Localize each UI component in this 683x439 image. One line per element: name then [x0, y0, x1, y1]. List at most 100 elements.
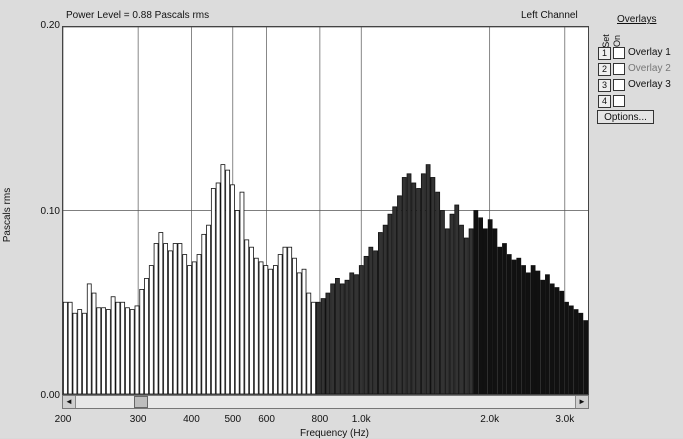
- overlay-set-button[interactable]: 4: [598, 95, 611, 108]
- x-tick-label: 600: [258, 414, 275, 425]
- spectrum-bar: [96, 307, 102, 394]
- overlays-title: Overlays: [617, 14, 657, 25]
- spectrum-bar: [301, 268, 307, 394]
- spectrum-bar: [377, 232, 383, 394]
- spectrum-bar: [411, 182, 417, 394]
- overlay-on-checkbox[interactable]: [613, 63, 625, 75]
- spectrum-bar: [187, 265, 192, 394]
- overlay-set-button[interactable]: 2: [598, 63, 611, 76]
- spectrum-bar: [220, 164, 226, 394]
- overlay-on-checkbox[interactable]: [613, 95, 625, 107]
- spectrum-bar: [311, 301, 316, 394]
- spectrum-bar: [573, 309, 579, 394]
- spectrum-bar: [478, 217, 483, 394]
- spectrum-bar: [268, 268, 274, 394]
- spectrum-bar: [230, 184, 235, 394]
- spectrum-bar: [358, 265, 364, 394]
- x-tick-label: 300: [129, 414, 147, 425]
- spectrum-bar: [459, 224, 464, 394]
- spectrum-bar: [172, 243, 178, 394]
- spectrum-bar: [511, 259, 517, 394]
- spectrum-bar: [82, 312, 87, 394]
- spectrum-bar: [430, 177, 436, 394]
- spectrum-bar: [463, 237, 469, 394]
- overlay-on-checkbox[interactable]: [613, 79, 625, 91]
- spectrum-bar: [258, 261, 264, 394]
- spectrum-bar: [416, 188, 421, 394]
- spectrum-bar: [540, 279, 546, 394]
- spectrum-bar: [454, 204, 460, 394]
- spectrum-bar: [497, 246, 503, 394]
- spectrum-bar: [468, 228, 474, 394]
- spectrum-bar: [144, 277, 149, 394]
- spectrum-bar: [339, 283, 345, 394]
- spectrum-bar: [435, 191, 441, 394]
- spectrum-bar: [249, 246, 254, 394]
- spectrum-bar: [253, 257, 259, 394]
- spectrum-bar: [401, 177, 407, 394]
- spectrum-bar: [320, 298, 326, 394]
- spectrum-bar: [215, 182, 221, 394]
- scroll-thumb[interactable]: [133, 396, 148, 408]
- spectrum-bar: [492, 228, 498, 394]
- spectrum-bar: [158, 232, 164, 394]
- channel-label: Left Channel: [521, 10, 578, 21]
- overlay-on-checkbox[interactable]: [613, 47, 625, 59]
- spectrum-bar: [325, 292, 331, 394]
- spectrum-bar: [440, 210, 445, 394]
- options-button[interactable]: Options...: [597, 110, 654, 124]
- spectrum-bar: [153, 243, 159, 394]
- spectrum-bar: [177, 243, 183, 394]
- spectrum-bar: [63, 301, 68, 394]
- spectrum-bar: [110, 296, 116, 394]
- overlay-set-button[interactable]: 3: [598, 79, 611, 92]
- spectrum-bar: [77, 309, 83, 394]
- spectrum-bar: [425, 164, 431, 394]
- spectrum-bar: [506, 254, 512, 394]
- spectrum-plot-area[interactable]: [62, 26, 589, 395]
- overlay-label: Overlay 2: [628, 63, 671, 74]
- spectrum-bar: [210, 188, 216, 394]
- on-column-header: On: [612, 34, 623, 48]
- spectrum-bar: [516, 257, 522, 394]
- spectrum-bar: [420, 173, 426, 394]
- spectrum-bar: [120, 301, 126, 394]
- spectrum-bar: [292, 257, 297, 394]
- x-tick-label: 2.0k: [480, 414, 500, 425]
- x-tick-label: 800: [311, 414, 329, 425]
- y-axis-label: Pascals rms: [2, 187, 13, 243]
- spectrum-bar: [382, 224, 388, 394]
- spectrum-bar: [487, 219, 493, 394]
- spectrum-bar: [387, 213, 393, 394]
- scroll-left-button[interactable]: ◄: [63, 396, 76, 408]
- spectrum-bar: [530, 265, 536, 394]
- spectrum-bar: [239, 191, 245, 394]
- spectrum-bar: [545, 274, 550, 394]
- spectrum-bar: [549, 283, 555, 394]
- spectrum-bar: [449, 213, 455, 394]
- scroll-right-button[interactable]: ►: [575, 396, 588, 408]
- spectrum-bar: [568, 305, 574, 394]
- x-tick-label: 3.0k: [555, 414, 575, 425]
- spectrum-bar: [363, 255, 369, 394]
- spectrum-bar: [129, 309, 135, 394]
- overlay-set-button[interactable]: 1: [598, 47, 611, 60]
- spectrum-bar: [125, 307, 130, 394]
- spectrum-bar: [392, 206, 398, 394]
- spectrum-bar: [373, 250, 378, 394]
- spectrum-bar: [148, 265, 154, 394]
- spectrum-bar: [225, 169, 231, 394]
- spectrum-bar: [234, 210, 240, 394]
- spectrum-bar: [105, 309, 111, 394]
- set-column-header: Set: [600, 34, 611, 48]
- frequency-scrollbar[interactable]: ◄ ►: [62, 395, 589, 409]
- spectrum-bar: [139, 289, 145, 394]
- spectrum-bar: [354, 274, 359, 394]
- spectrum-bar: [315, 301, 321, 394]
- spectrum-bar: [115, 301, 121, 394]
- x-tick-label: 400: [183, 414, 200, 425]
- spectrum-bar: [263, 265, 269, 394]
- spectrum-bar: [306, 292, 312, 394]
- y-tick-label: 0.20: [40, 20, 60, 31]
